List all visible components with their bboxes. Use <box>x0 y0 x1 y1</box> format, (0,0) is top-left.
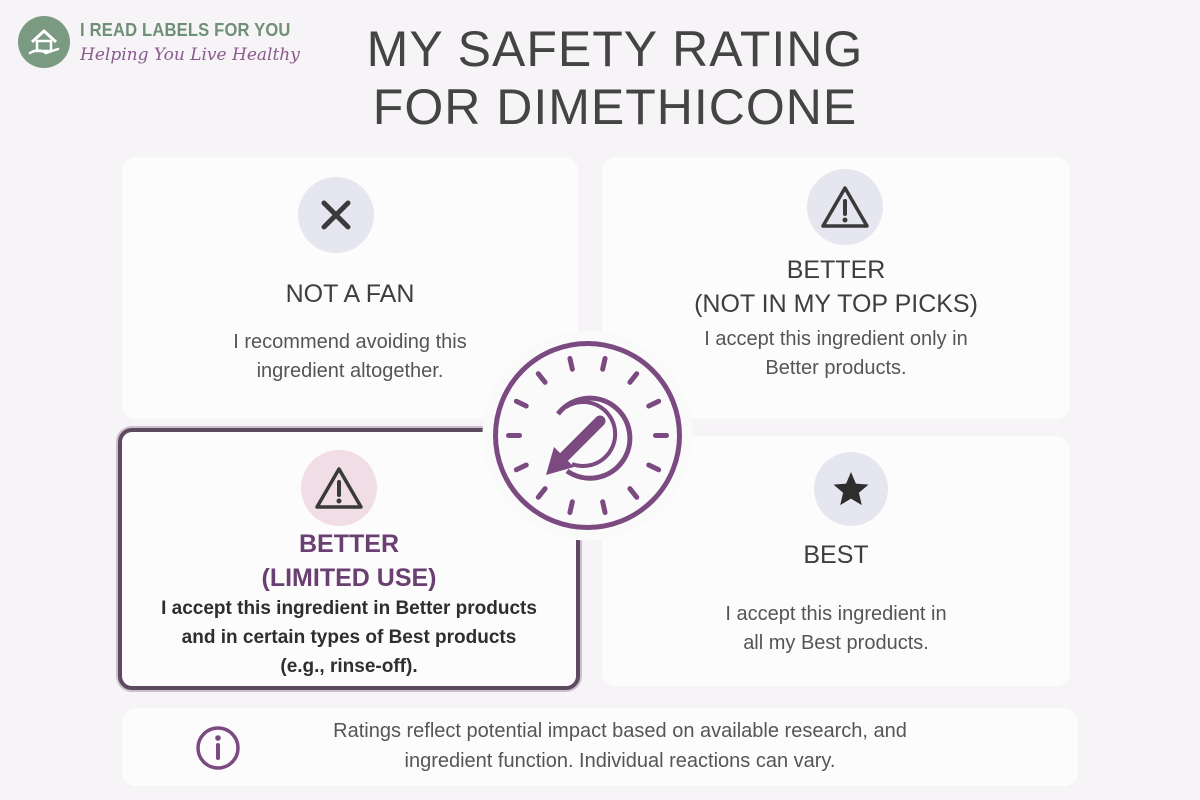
rating-description: I recommend avoiding this ingredient alt… <box>122 328 578 386</box>
rating-description: I accept this ingredient in all my Best … <box>602 600 1070 658</box>
rating-title: BETTER (LIMITED USE) <box>122 527 576 595</box>
dial-gauge-icon <box>480 328 695 543</box>
page-title: MY SAFETY RATING FOR DIMETHICONE <box>300 20 930 136</box>
rating-description-line: and in certain types of Best products <box>181 627 517 648</box>
brand-tagline: Helping You Live Healthy <box>80 44 300 65</box>
rating-description-line: I accept this ingredient in Better produ… <box>161 598 537 619</box>
rating-description-line: (e.g., rinse-off). <box>280 656 418 677</box>
dial-tick <box>567 355 575 372</box>
dial-tick <box>513 398 529 409</box>
page-title-line-1: MY SAFETY RATING <box>366 21 864 77</box>
rating-description-line: I accept this ingredient only in <box>704 328 968 350</box>
rating-title: BETTER (NOT IN MY TOP PICKS) <box>602 253 1070 321</box>
house-hand-icon <box>18 16 70 68</box>
dial-tick <box>600 499 608 516</box>
disclaimer-line: ingredient function. Individual reaction… <box>404 750 836 772</box>
warning-icon <box>301 450 377 526</box>
rating-title-line: (LIMITED USE) <box>261 564 437 592</box>
dial-tick <box>535 371 548 385</box>
dial-tick <box>600 355 608 372</box>
brand-logo: I READ LABELS FOR YOU Helping You Live H… <box>18 16 309 68</box>
warning-icon <box>807 169 883 245</box>
rating-description: I accept this ingredient only in Better … <box>602 325 1070 383</box>
rating-description-line: I recommend avoiding this <box>233 331 467 353</box>
dial-tick <box>567 499 575 516</box>
disclaimer-box: Ratings reflect potential impact based o… <box>122 708 1078 786</box>
rating-description-line: all my Best products. <box>743 632 929 654</box>
rating-description: I accept this ingredient in Better produ… <box>122 594 576 681</box>
rating-title: BEST <box>803 541 869 569</box>
dial-tick <box>535 486 548 500</box>
rating-description-line: ingredient altogether. <box>256 360 444 382</box>
rating-title-line: (NOT IN MY TOP PICKS) <box>694 290 978 318</box>
rating-title-line: BETTER <box>299 530 399 558</box>
disclaimer-line: Ratings reflect potential impact based o… <box>333 720 907 742</box>
dial-tick <box>627 371 640 385</box>
page-title-line-2: FOR DIMETHICONE <box>372 79 858 135</box>
rating-title: NOT A FAN <box>285 280 415 308</box>
star-icon <box>814 452 888 526</box>
brand-name: I READ LABELS FOR YOU <box>80 19 291 40</box>
dial-tick <box>646 398 662 409</box>
disclaimer-text: Ratings reflect potential impact based o… <box>242 716 998 776</box>
info-icon <box>195 725 241 771</box>
rating-title-line: BETTER <box>786 256 886 284</box>
rating-card-better-not-top-picks: BETTER (NOT IN MY TOP PICKS) I accept th… <box>602 157 1070 419</box>
dial-tick <box>646 462 662 473</box>
rating-description-line: Better products. <box>765 357 907 379</box>
dial-tick <box>627 486 640 500</box>
x-icon <box>298 177 374 253</box>
dial-tick <box>513 462 529 473</box>
rating-description-line: I accept this ingredient in <box>725 603 947 625</box>
